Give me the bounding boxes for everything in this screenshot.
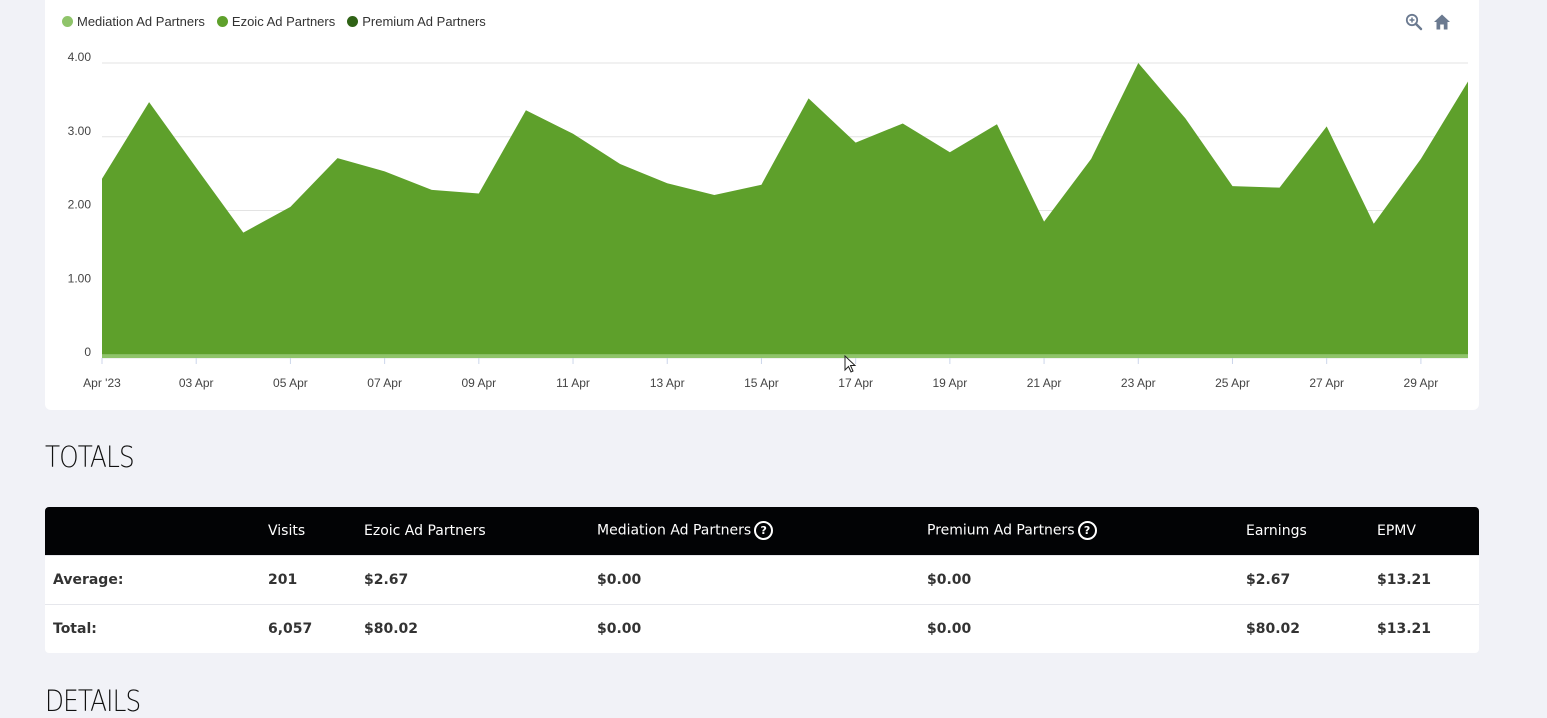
cell-visits: 201 <box>260 554 356 604</box>
header-ezoic: Ezoic Ad Partners <box>364 522 486 539</box>
y-tick-label: 1.00 <box>68 271 92 285</box>
legend-item-mediation[interactable]: Mediation Ad Partners <box>62 14 205 29</box>
cell-ezoic: $2.67 <box>356 554 589 604</box>
zoom-in-icon[interactable] <box>1405 13 1423 31</box>
cell-ezoic: $80.02 <box>356 603 589 653</box>
header-premium-label: Premium Ad Partners <box>927 522 1075 539</box>
help-icon[interactable]: ? <box>754 521 774 541</box>
x-tick-label: 09 Apr <box>461 376 496 390</box>
cell-mediation: $0.00 <box>589 603 919 653</box>
legend-item-ezoic[interactable]: Ezoic Ad Partners <box>216 14 336 29</box>
header-premium: Premium Ad Partners? <box>919 507 1238 555</box>
cell-premium: $0.00 <box>919 554 1238 604</box>
area-series-0[interactable] <box>102 354 1468 358</box>
cell-mediation: $0.00 <box>589 554 919 604</box>
table-row: Total: 6,057 $80.02 $0.00 $0.00 $80.02 $… <box>45 603 1479 653</box>
x-tick-label: 17 Apr <box>838 376 873 390</box>
legend-item-premium[interactable]: Premium Ad Partners <box>347 14 486 29</box>
help-icon[interactable]: ? <box>1077 521 1097 541</box>
legend-dot-ezoic <box>216 16 228 27</box>
x-tick-label: Apr '23 <box>83 376 121 390</box>
row-label: Total: <box>45 603 260 653</box>
cell-epmv: $13.21 <box>1369 603 1479 653</box>
cell-premium: $0.00 <box>919 603 1238 653</box>
x-tick-label: 21 Apr <box>1027 376 1062 390</box>
row-label: Average: <box>45 554 260 604</box>
chart-toolbar <box>1405 13 1451 31</box>
totals-heading: TOTALS <box>45 440 135 474</box>
y-tick-label: 3.00 <box>68 124 92 138</box>
cell-earnings: $2.67 <box>1238 554 1369 604</box>
x-tick-label: 25 Apr <box>1215 376 1250 390</box>
x-tick-label: 07 Apr <box>367 376 402 390</box>
x-tick-label: 13 Apr <box>650 376 685 390</box>
chart-legend: Mediation Ad Partners Ezoic Ad Partners … <box>62 14 486 29</box>
y-tick-label: 4.00 <box>68 50 92 64</box>
area-series-1[interactable] <box>102 63 1468 355</box>
legend-label-premium: Premium Ad Partners <box>362 14 486 29</box>
table-row: Average: 201 $2.67 $0.00 $0.00 $2.67 $13… <box>45 554 1479 604</box>
header-epmv: EPMV <box>1377 522 1416 539</box>
cell-epmv: $13.21 <box>1369 554 1479 604</box>
x-tick-label: 27 Apr <box>1309 376 1344 390</box>
legend-dot-mediation <box>62 16 73 27</box>
header-visits: Visits <box>268 522 306 539</box>
home-icon[interactable] <box>1433 13 1451 31</box>
y-tick-label: 2.00 <box>68 198 92 212</box>
header-mediation-label: Mediation Ad Partners <box>597 522 752 539</box>
y-tick-label: 0 <box>84 345 91 359</box>
legend-dot-premium <box>347 16 359 27</box>
x-tick-label: 19 Apr <box>933 376 968 390</box>
header-mediation: Mediation Ad Partners? <box>589 507 919 555</box>
details-heading: DETAILS <box>45 684 141 718</box>
mouse-cursor-icon <box>844 355 857 373</box>
totals-header-row: Visits Ezoic Ad Partners Mediation Ad Pa… <box>45 507 1479 555</box>
header-label <box>45 507 260 555</box>
totals-table: Visits Ezoic Ad Partners Mediation Ad Pa… <box>45 507 1479 653</box>
x-tick-label: 11 Apr <box>556 376 590 390</box>
x-tick-label: 29 Apr <box>1404 376 1439 390</box>
x-tick-label: 23 Apr <box>1121 376 1156 390</box>
x-tick-label: 05 Apr <box>273 376 308 390</box>
cell-earnings: $80.02 <box>1238 603 1369 653</box>
legend-label-mediation: Mediation Ad Partners <box>77 14 205 29</box>
x-tick-label: 15 Apr <box>744 376 779 390</box>
cell-visits: 6,057 <box>260 603 356 653</box>
area-chart: 0 1.00 2.00 3.00 4.00 Apr '23 03 Apr 05 Apr 07 A… <box>68 50 1468 390</box>
legend-label-ezoic: Ezoic Ad Partners <box>231 14 336 29</box>
header-earnings: Earnings <box>1246 522 1307 539</box>
chart-card: 0 1.00 2.00 3.00 4.00 Apr '23 03 Apr 05 Apr 07 A… <box>45 0 1479 410</box>
x-tick-label: 03 Apr <box>179 376 214 390</box>
